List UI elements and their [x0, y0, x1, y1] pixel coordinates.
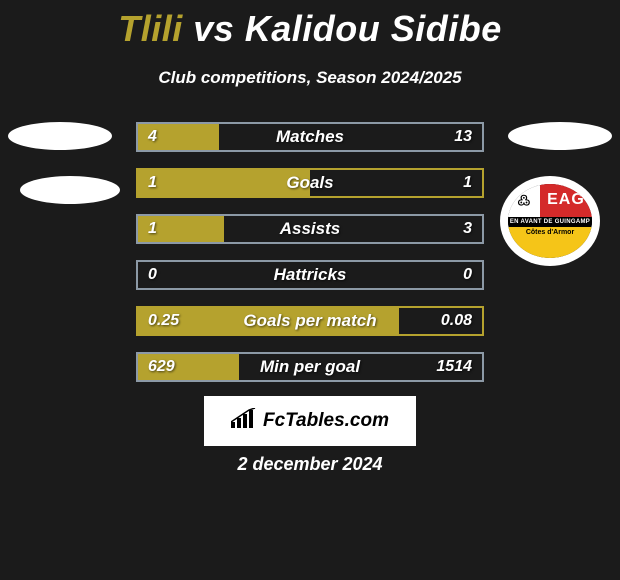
stat-label: Hattricks [138, 265, 482, 285]
player1-club-badge [20, 176, 120, 204]
badge-spiral-icon: ߷ [508, 184, 540, 217]
stat-right-value: 0 [463, 266, 472, 284]
subtitle: Club competitions, Season 2024/2025 [0, 68, 620, 88]
badge-line1: EN AVANT DE GUINGAMP [508, 217, 592, 227]
fctables-logo[interactable]: FcTables.com [204, 396, 416, 446]
stat-label: Goals [138, 173, 482, 193]
comparison-title: Tlili vs Kalidou Sidibe [0, 0, 620, 50]
stats-bars: 4 Matches 13 1 Goals 1 1 Assists 3 0 Hat… [136, 122, 484, 398]
badge-acronym: EAG [540, 184, 592, 217]
logo-text: FcTables.com [263, 410, 389, 432]
player1-avatar [8, 122, 112, 150]
stat-label: Matches [138, 127, 482, 147]
player2-name: Kalidou Sidibe [245, 8, 502, 49]
stat-row: 4 Matches 13 [136, 122, 484, 152]
stat-row: 1 Assists 3 [136, 214, 484, 244]
stat-row: 629 Min per goal 1514 [136, 352, 484, 382]
stat-right-value: 1 [463, 174, 472, 192]
stat-row: 0 Hattricks 0 [136, 260, 484, 290]
badge-line2: Côtes d'Armor [508, 227, 592, 258]
player2-avatar [508, 122, 612, 150]
vs-separator: vs [193, 8, 234, 49]
stat-label: Goals per match [138, 311, 482, 331]
chart-icon [231, 408, 257, 434]
stat-row: 1 Goals 1 [136, 168, 484, 198]
player2-club-badge: ߷ EAG EN AVANT DE GUINGAMP Côtes d'Armor [500, 176, 600, 266]
stat-row: 0.25 Goals per match 0.08 [136, 306, 484, 336]
stat-right-value: 3 [463, 220, 472, 238]
stat-label: Assists [138, 219, 482, 239]
stat-right-value: 1514 [436, 358, 472, 376]
stat-label: Min per goal [138, 357, 482, 377]
stat-right-value: 0.08 [441, 312, 472, 330]
stat-right-value: 13 [454, 128, 472, 146]
player1-name: Tlili [118, 8, 183, 49]
snapshot-date: 2 december 2024 [0, 454, 620, 475]
